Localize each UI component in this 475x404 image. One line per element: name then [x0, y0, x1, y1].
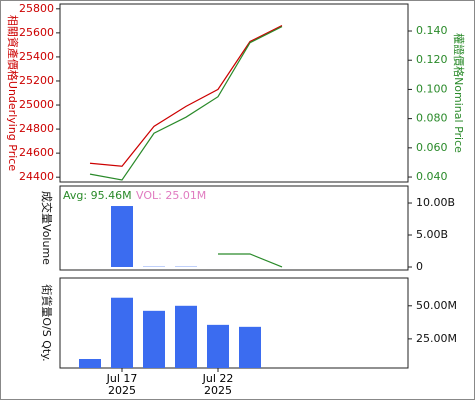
y-tick-label: 25000: [19, 98, 54, 111]
y2-tick-label: 5.00B: [416, 228, 448, 241]
y2-tick-label: 10.00B: [416, 196, 455, 209]
y2-tick-label: 0.120: [416, 53, 448, 66]
y-tick-label: 24400: [19, 170, 54, 183]
y2-axis-label: 街貨量O/S Qty.: [40, 284, 54, 361]
bar: [111, 206, 133, 267]
y-tick-label: 24800: [19, 122, 54, 135]
bar: [79, 359, 101, 368]
y-tick-label: 25800: [19, 2, 54, 15]
y-tick-label: 25600: [19, 26, 54, 39]
y2-tick-label: 0.100: [416, 82, 448, 95]
x-tick-year: 2025: [108, 384, 136, 397]
y2-tick-label: 50.00M: [416, 299, 457, 312]
annotation: Avg: 95.46M: [63, 189, 132, 202]
y2-axis-label: 成交量Volume: [40, 191, 54, 265]
bar: [143, 311, 165, 368]
y2-tick-label: 0.040: [416, 170, 448, 183]
y2-tick-label: 0.140: [416, 24, 448, 37]
y2-tick-label: 0: [416, 260, 423, 273]
y-tick-label: 24600: [19, 146, 54, 159]
y2-tick-label: 0.060: [416, 141, 448, 154]
y-tick-label: 25400: [19, 50, 54, 63]
bar: [207, 325, 229, 368]
y-tick-label: 25200: [19, 74, 54, 87]
x-tick-year: 2025: [204, 384, 232, 397]
y2-tick-label: 0.080: [416, 112, 448, 125]
y2-tick-label: 25.00M: [416, 332, 457, 345]
annotation: VOL: 25.01M: [136, 189, 206, 202]
bar: [175, 306, 197, 368]
bar: [111, 298, 133, 368]
y-axis-label: 相關資產價格Underlying Price: [6, 15, 20, 171]
y2-axis-label: 權證價格Nominal Price: [452, 33, 466, 153]
bar: [239, 327, 261, 368]
